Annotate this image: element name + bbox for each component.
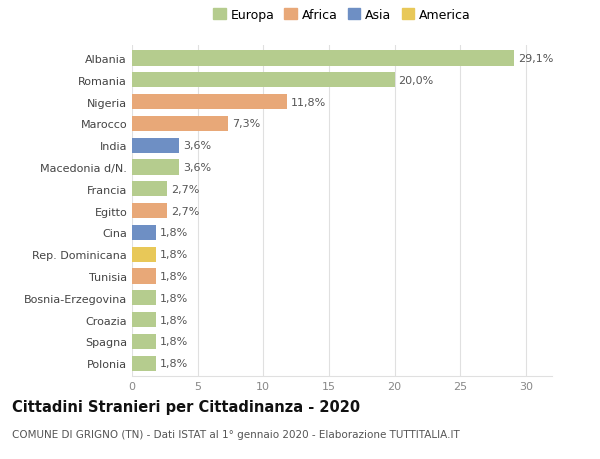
Bar [132,117,228,132]
Bar [132,291,155,306]
Bar [132,182,167,197]
Text: 1,8%: 1,8% [160,336,188,347]
Bar [132,334,155,349]
Legend: Europa, Africa, Asia, America: Europa, Africa, Asia, America [213,9,471,22]
Text: 2,7%: 2,7% [172,185,200,195]
Text: 7,3%: 7,3% [232,119,260,129]
Text: 1,8%: 1,8% [160,271,188,281]
Text: 3,6%: 3,6% [183,162,211,173]
Text: 29,1%: 29,1% [518,54,553,64]
Text: 11,8%: 11,8% [291,97,326,107]
Text: 20,0%: 20,0% [398,76,434,86]
Text: Cittadini Stranieri per Cittadinanza - 2020: Cittadini Stranieri per Cittadinanza - 2… [12,399,360,414]
Text: 1,8%: 1,8% [160,293,188,303]
Text: 1,8%: 1,8% [160,228,188,238]
Bar [132,356,155,371]
Bar [132,160,179,175]
Bar [132,269,155,284]
Text: 1,8%: 1,8% [160,250,188,260]
Bar [132,51,514,67]
Text: 1,8%: 1,8% [160,358,188,368]
Text: 3,6%: 3,6% [183,141,211,151]
Bar [132,95,287,110]
Bar [132,73,395,88]
Bar [132,138,179,153]
Bar [132,312,155,327]
Bar [132,203,167,219]
Bar [132,247,155,262]
Bar [132,225,155,241]
Text: COMUNE DI GRIGNO (TN) - Dati ISTAT al 1° gennaio 2020 - Elaborazione TUTTITALIA.: COMUNE DI GRIGNO (TN) - Dati ISTAT al 1°… [12,429,460,439]
Text: 2,7%: 2,7% [172,206,200,216]
Text: 1,8%: 1,8% [160,315,188,325]
